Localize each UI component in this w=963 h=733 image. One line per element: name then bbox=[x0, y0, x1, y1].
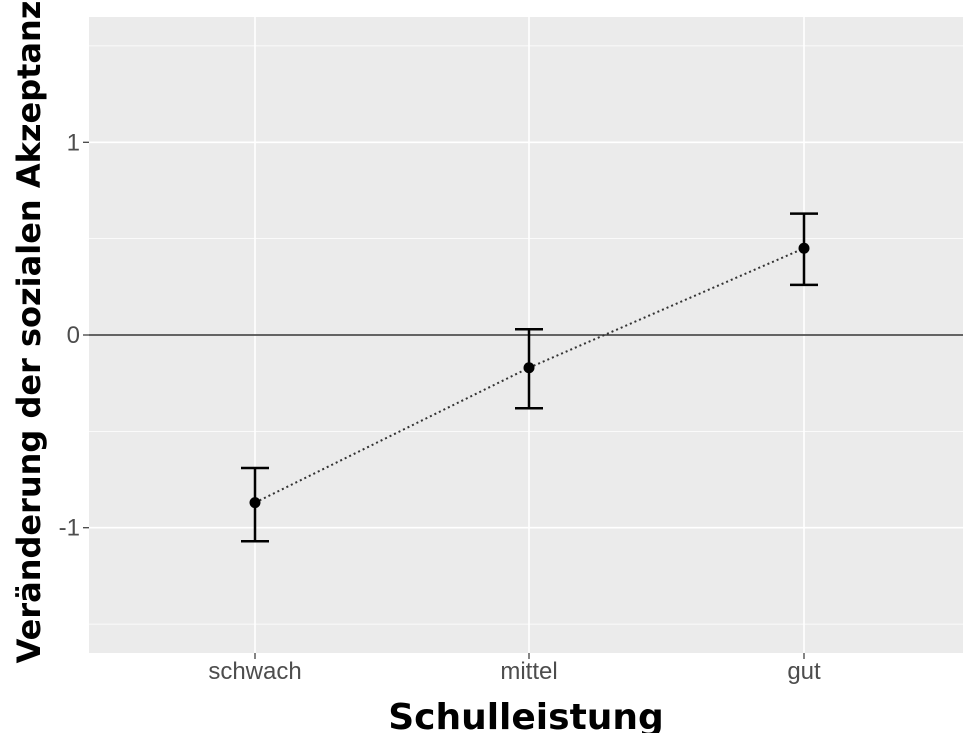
data-point bbox=[523, 362, 535, 374]
connector-segment bbox=[254, 366, 530, 504]
y-axis-title: Veränderung der sozialen Akzeptanz bbox=[10, 1, 48, 664]
data-point bbox=[798, 242, 810, 254]
y-tick-label: 0 bbox=[67, 322, 80, 349]
data-point bbox=[249, 497, 261, 509]
x-tick-label: mittel bbox=[500, 658, 557, 685]
y-tick-label: 1 bbox=[67, 129, 80, 156]
y-tick-label: -1 bbox=[59, 515, 80, 542]
x-tick-label: schwach bbox=[208, 658, 301, 685]
y-axis-ticks: -1 0 1 bbox=[59, 129, 89, 542]
x-tick-label: gut bbox=[787, 658, 821, 685]
data-points bbox=[249, 242, 810, 509]
x-axis-ticks: schwach mittel gut bbox=[208, 653, 821, 685]
x-axis-title: Schulleistung bbox=[388, 697, 664, 733]
connector-lines bbox=[254, 247, 805, 504]
